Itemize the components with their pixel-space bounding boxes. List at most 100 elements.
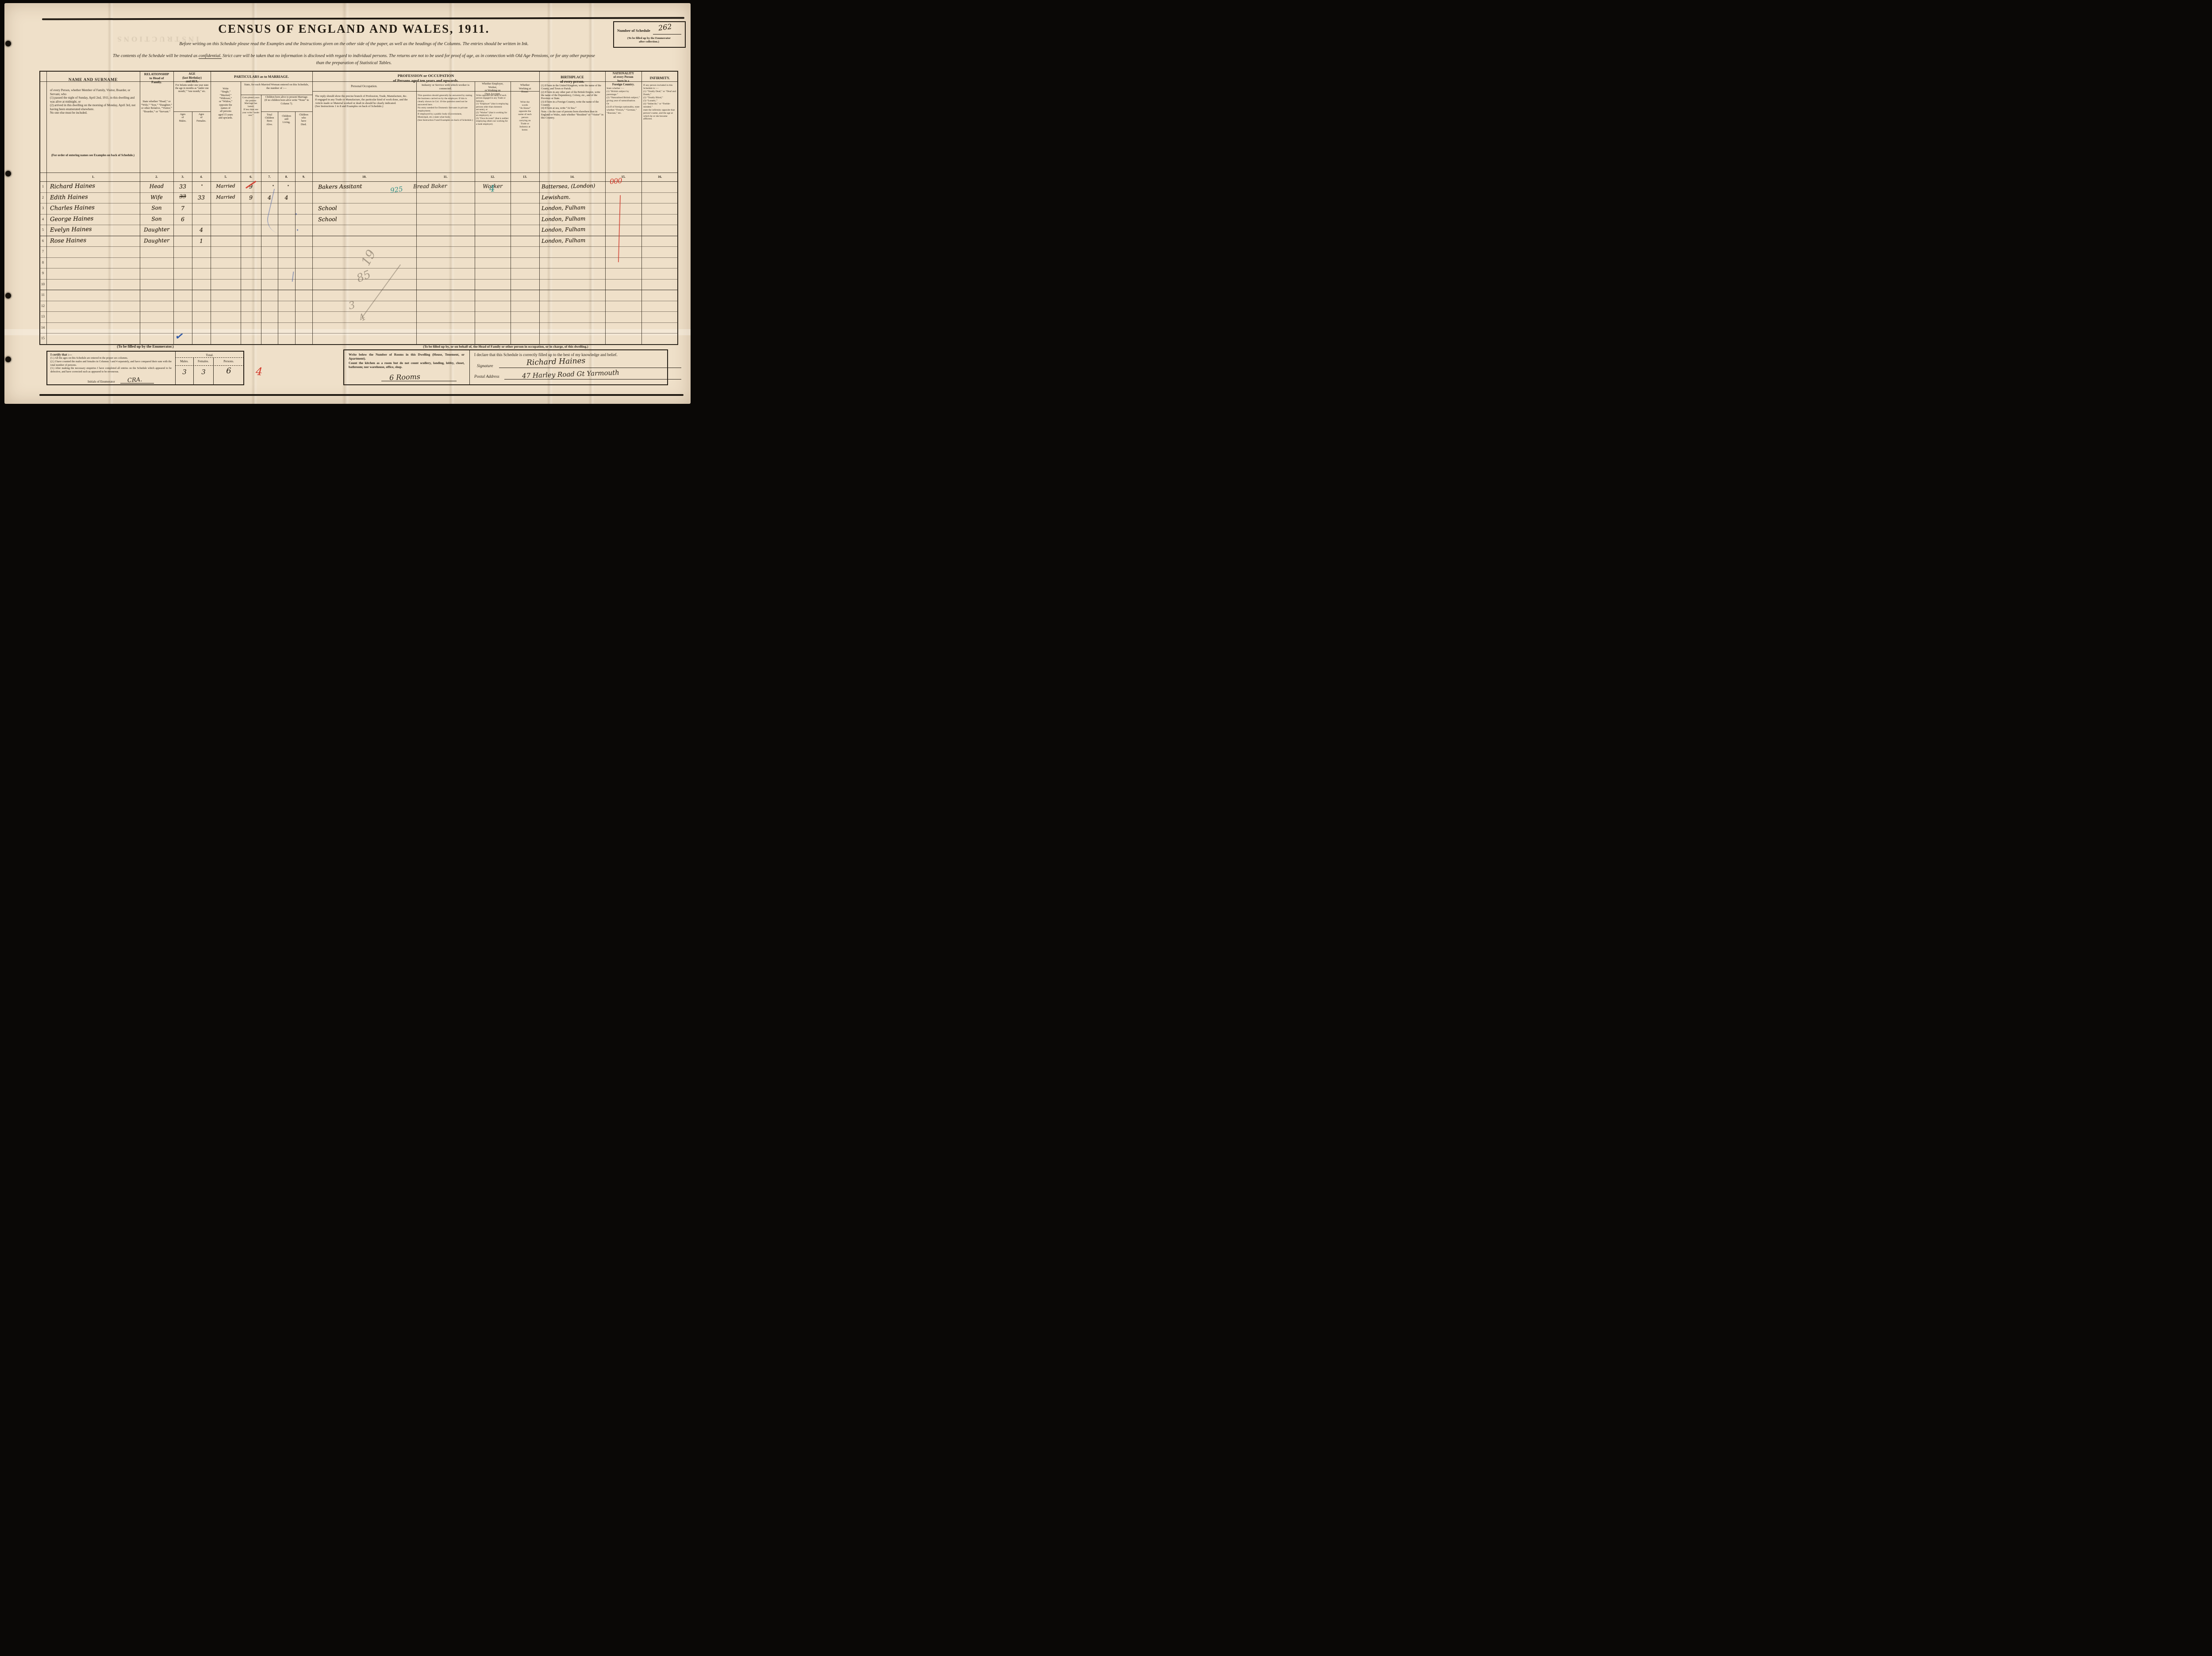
header-birthplace-title: BIRTHPLACE of every person.: [560, 75, 584, 84]
row-4-birthplace: London, Fulham: [541, 215, 586, 222]
enumerator-box-title: (To be filled up by the Enumerator.): [117, 345, 174, 349]
total-rule: [175, 365, 244, 366]
table-row-7: 7: [39, 246, 678, 258]
signature-label: Signature: [477, 364, 493, 368]
total-label: Total.: [206, 353, 214, 357]
header-rule: [39, 172, 678, 173]
intro-line-2-after: Strict care will be taken that no inform…: [221, 54, 595, 58]
header-rule: [39, 81, 678, 82]
row-6-name: Rose Haines: [50, 237, 87, 245]
hole-punch: [5, 41, 11, 46]
hole-punch: [5, 293, 11, 299]
schedule-number-value: 262: [657, 22, 672, 32]
column-divider: [46, 71, 47, 344]
header-children-living: Children still Living.: [282, 115, 291, 124]
ink-dot: [288, 185, 289, 187]
header-infirmity-body: If any person included in this Schedule …: [643, 84, 676, 121]
paper-crease: [588, 3, 595, 404]
row-number: 3: [42, 206, 44, 210]
row-1-name: Richard Haines: [50, 183, 96, 190]
ink-dot: [273, 185, 274, 187]
row-5-relationship: Daughter: [144, 226, 169, 233]
hole-punch: [5, 171, 11, 176]
census-form-scan: INSTRUCTIONS CENSUS OF ENGLAND AND WALES…: [0, 0, 705, 414]
nationality-mark-annotation: 000: [609, 176, 622, 186]
confidential-underlined: confidential.: [198, 54, 222, 59]
table-row-4: 4 George Haines Son 6 School London, Fulham: [39, 214, 678, 225]
certify-label: I certify that :—: [50, 353, 72, 356]
header-ages-males: Ages of Males.: [179, 113, 187, 123]
bottom-rule: [39, 394, 684, 396]
column-divider: [539, 71, 540, 344]
column-number-9: 9.: [302, 175, 305, 179]
paper-crease: [547, 3, 553, 404]
males-label: Males.: [180, 360, 188, 363]
header-nationality-body: State whether :— (1) “British subject by…: [607, 87, 640, 115]
row-number: 7: [42, 249, 44, 253]
scan-light-band: [4, 329, 691, 335]
table-row-3: 3 Charles Haines Son 7 School London, Fulham: [39, 203, 678, 215]
row-1-age_m: 33: [179, 183, 187, 190]
header-rule: [261, 111, 312, 112]
row-5-name: Evelyn Haines: [50, 226, 92, 234]
rooms-value: 6 Rooms: [389, 372, 421, 382]
row-number: 4: [42, 217, 44, 221]
row-3-occupation: School: [318, 204, 337, 212]
table-row-9: 9: [39, 268, 678, 280]
males-total-value: 3: [182, 368, 187, 376]
row-number: 15: [41, 336, 45, 340]
schedule-table-frame: [39, 71, 678, 345]
row-2-marriage: Married: [216, 194, 235, 200]
row-2-name: Edith Haines: [50, 193, 88, 201]
household-box-title: (To be filled up by, or on behalf of, th…: [423, 345, 588, 349]
row-2-age_f: 33: [197, 194, 205, 201]
paper-fold: [342, 3, 350, 404]
blue-dot: [297, 229, 299, 231]
header-personal-occupation-title: Personal Occupation.: [351, 84, 377, 88]
females-label: Females.: [197, 360, 209, 363]
header-name-note: (For order of entering names see Example…: [51, 154, 134, 157]
row-6-birthplace: London, Fulham: [541, 237, 586, 244]
column-number-11: 11.: [443, 175, 448, 179]
total-table-divider: [175, 351, 176, 385]
table-row-13: 13: [39, 311, 678, 323]
row-2-years: 9: [249, 194, 253, 201]
row-3-age_m: 7: [180, 204, 185, 212]
row-number: 14: [41, 325, 45, 330]
household-divider: [469, 349, 470, 385]
column-number-13: 13.: [522, 175, 527, 179]
header-birthplace-body: (1) If born in the United Kingdom, write…: [541, 84, 603, 120]
header-infirmity-title: INFIRMITY.: [649, 76, 670, 80]
initials-label: Initials of Enumerator: [88, 380, 115, 383]
row-1-birthplace: Battersea, (London): [541, 182, 595, 190]
table-row-14: 14: [39, 322, 678, 334]
header-children-born-note: Children born alive to present Marriage.…: [264, 96, 309, 105]
row-1-relationship: Head: [149, 183, 164, 190]
row-number: 11: [41, 293, 45, 297]
column-number-6: 6.: [250, 175, 252, 179]
row-1-years: 9: [249, 183, 253, 190]
header-marriage-single: Write “Single,” “Married,” “Widower,” or…: [218, 88, 233, 119]
persons-total-value: 6: [226, 366, 231, 376]
column-divider: [416, 81, 417, 344]
table-row-2: 2 Edith Haines Wife 33 Married 9 4 4 Lewisham.: [39, 192, 678, 203]
table-row-1: 1 Richard Haines Head 33 Married 9 Bakers Assi…: [39, 181, 678, 193]
row-number: 2: [42, 195, 44, 199]
row-5-birthplace: London, Fulham: [541, 226, 586, 233]
blue-dot: [296, 213, 297, 215]
column-number-3: 3.: [181, 175, 184, 179]
table-row-8: 8: [39, 257, 678, 268]
header-at-home-body: Write the words “At Home” opposite the n…: [518, 101, 532, 131]
column-divider: [641, 71, 642, 344]
header-name-body: of every Person, whether Member of Famil…: [50, 88, 136, 115]
intro-line-2-before: The contents of the Schedule will be tre…: [113, 54, 199, 58]
header-relationship-body: State whether “Head,” or “Wife,” “Son,” …: [141, 100, 172, 114]
table-row-6: 6 Rose Haines Daughter 1 London, Fulham: [39, 236, 678, 247]
header-rule: [312, 91, 539, 92]
row-number: 12: [41, 303, 45, 308]
column-number-2: 2.: [155, 175, 158, 179]
row-4-relationship: Son: [151, 215, 162, 222]
table-row-12: 12: [39, 301, 678, 312]
header-age-body: For Infants under one year state the age…: [175, 84, 209, 93]
row-2-birthplace: Lewisham.: [541, 193, 571, 201]
